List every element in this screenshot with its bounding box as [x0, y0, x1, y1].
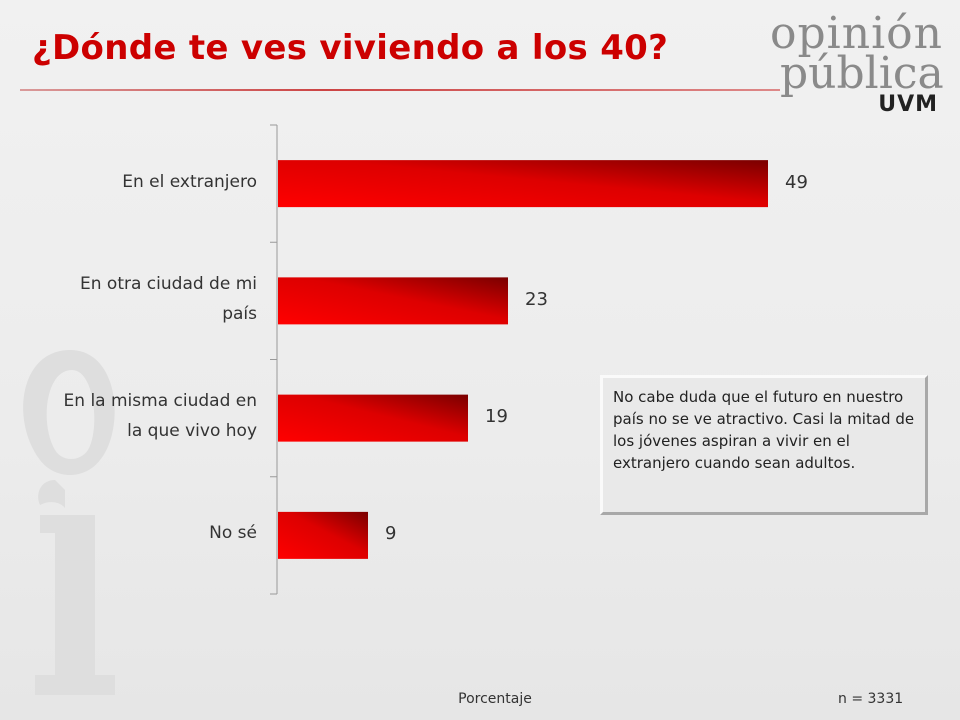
opinion-publica-logo: opinión pública UVM [770, 8, 950, 118]
category-label-line: En otra ciudad de mi [80, 273, 257, 294]
data-label-3: 9 [385, 523, 397, 545]
category-label-line: la que vivo hoy [127, 421, 257, 442]
logo-brand-uvm: UVM [878, 92, 938, 117]
logo-word-opinion: opinión [770, 8, 943, 59]
category-label-line: En la misma ciudad en [63, 391, 257, 412]
data-label-0: 49 [785, 171, 808, 193]
bar-1 [278, 277, 508, 325]
title-divider [20, 89, 780, 91]
category-label-3: No sé [37, 518, 257, 548]
category-label-2: En la misma ciudad en la que vivo hoy [37, 386, 257, 446]
page-title: ¿Dónde te ves viviendo a los 40? [32, 28, 669, 68]
commentary-box: No cabe duda que el futuro en nuestro pa… [600, 375, 928, 515]
category-label-line: No sé [209, 523, 257, 544]
logo-word-publica: pública [780, 48, 944, 99]
data-label-2: 19 [485, 406, 508, 428]
bar-2 [278, 394, 468, 442]
category-label-line: país [222, 303, 257, 324]
commentary-text: No cabe duda que el futuro en nuestro pa… [613, 388, 915, 472]
category-label-0: En el extranjero [37, 167, 257, 197]
data-label-1: 23 [525, 288, 548, 310]
category-label-1: En otra ciudad de mi país [37, 269, 257, 329]
category-label-line: En el extranjero [122, 171, 257, 192]
x-axis-label: Porcentaje [458, 691, 532, 707]
sample-size: n = 3331 [838, 691, 904, 707]
bar-3 [278, 511, 368, 559]
bar-0 [278, 160, 768, 208]
